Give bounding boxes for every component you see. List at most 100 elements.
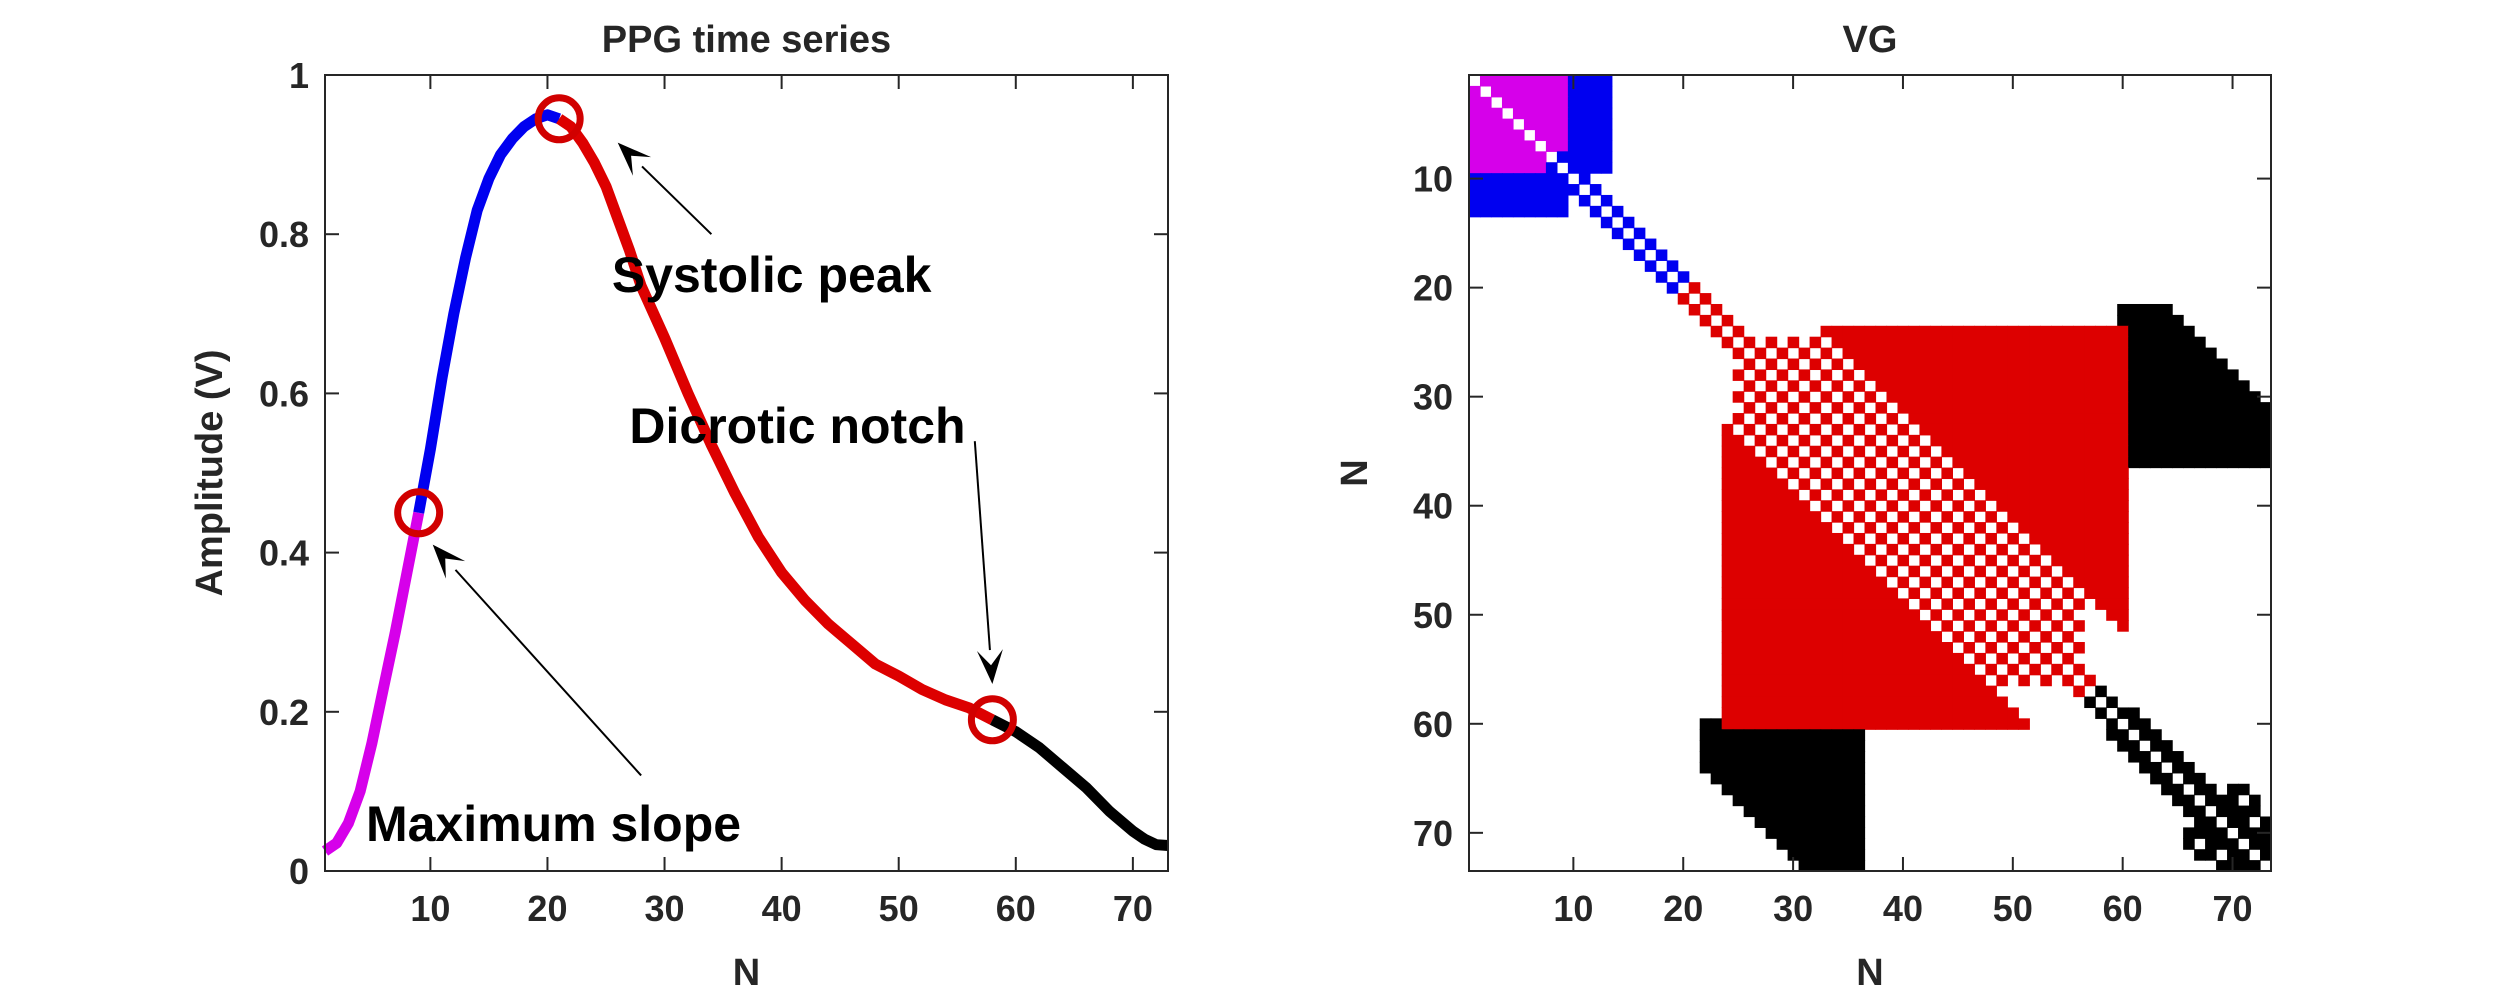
matrix-cell	[1996, 500, 2008, 512]
matrix-cell	[1501, 96, 1514, 109]
matrix-cell	[1897, 652, 1910, 665]
matrix-cell	[2051, 489, 2063, 501]
matrix-cell	[1798, 598, 1811, 610]
matrix-cell	[1853, 467, 1866, 480]
matrix-cell	[1765, 751, 1778, 763]
matrix-cell	[2183, 347, 2195, 360]
matrix-cell	[1589, 151, 1602, 163]
matrix-cell	[1765, 576, 1778, 589]
matrix-cell	[1864, 500, 1877, 512]
matrix-cell	[1787, 827, 1800, 839]
matrix-cell	[1864, 434, 1877, 447]
matrix-cell	[1941, 576, 1953, 589]
matrix-cell	[2194, 849, 2206, 861]
matrix-cell	[1963, 456, 1975, 469]
matrix-cell	[1820, 740, 1833, 752]
matrix-cell	[2095, 587, 2107, 599]
matrix-cell	[1853, 860, 1866, 872]
matrix-cell	[1831, 620, 1844, 632]
matrix-cell	[1963, 467, 1975, 480]
matrix-cell	[1853, 358, 1866, 371]
matrix-cell	[2051, 620, 2063, 632]
matrix-cell	[1776, 543, 1789, 556]
matrix-cell	[1831, 423, 1844, 436]
matrix-cell	[1787, 783, 1800, 796]
matrix-cell	[1974, 347, 1986, 360]
matrix-cell	[1831, 674, 1844, 687]
matrix-cell	[1930, 325, 1943, 338]
x-tick-label: 50	[1993, 888, 2033, 929]
matrix-cell	[1831, 576, 1844, 589]
matrix-cell	[2117, 522, 2129, 534]
matrix-cell	[1820, 838, 1833, 850]
matrix-cell	[2205, 783, 2217, 796]
matrix-cell	[1831, 598, 1844, 610]
matrix-cell	[1589, 184, 1602, 196]
matrix-cell	[2117, 456, 2129, 469]
matrix-cell	[1941, 696, 1953, 709]
matrix-cell	[1798, 620, 1811, 632]
matrix-cell	[1864, 478, 1877, 490]
matrix-cell	[1820, 783, 1833, 796]
matrix-cell	[1864, 358, 1877, 371]
matrix-cell	[1930, 674, 1943, 687]
matrix-cell	[2172, 391, 2184, 403]
matrix-cell	[2183, 336, 2195, 349]
matrix-cell	[1952, 336, 1964, 349]
matrix-cell	[1600, 194, 1613, 207]
matrix-cell	[1842, 434, 1855, 447]
matrix-cell	[1886, 543, 1899, 556]
matrix-cell	[1798, 565, 1811, 578]
matrix-cell	[1743, 772, 1756, 785]
matrix-cell	[2150, 413, 2162, 425]
matrix-cell	[1842, 543, 1855, 556]
matrix-cell	[1776, 772, 1789, 785]
matrix-cell	[1996, 347, 2008, 360]
matrix-cell	[1754, 456, 1767, 469]
matrix-cell	[2161, 740, 2173, 752]
matrix-cell	[1501, 85, 1514, 98]
matrix-cell	[2216, 434, 2228, 447]
matrix-cell	[2106, 532, 2118, 545]
annotation-label: Systolic peak	[612, 247, 932, 303]
matrix-cell	[2128, 314, 2140, 327]
matrix-cell	[1765, 478, 1778, 490]
matrix-cell	[1820, 685, 1833, 698]
matrix-cell	[1820, 565, 1833, 578]
matrix-cell	[1864, 620, 1877, 632]
matrix-cell	[1908, 718, 1921, 730]
matrix-cell	[1952, 696, 1964, 709]
matrix-cell	[1765, 707, 1778, 719]
matrix-cell	[1864, 336, 1877, 349]
matrix-cell	[1985, 718, 1997, 730]
matrix-cell	[1985, 642, 1997, 654]
matrix-cell	[1589, 85, 1602, 98]
matrix-cell	[1523, 162, 1536, 174]
matrix-cell	[1787, 423, 1800, 436]
matrix-cell	[2161, 380, 2173, 392]
matrix-cell	[1963, 369, 1975, 381]
matrix-cell	[1523, 173, 1536, 185]
matrix-cell	[2238, 816, 2250, 828]
matrix-cell	[1809, 663, 1822, 676]
y-tick-label: 0.2	[259, 692, 309, 733]
matrix-cell	[2227, 369, 2239, 381]
matrix-cell	[1919, 489, 1932, 501]
matrix-cell	[1743, 620, 1756, 632]
matrix-cell	[1974, 565, 1986, 578]
matrix-cell	[1567, 162, 1580, 174]
matrix-cell	[2018, 587, 2030, 599]
matrix-cell	[2018, 718, 2030, 730]
matrix-cell	[2051, 434, 2063, 447]
matrix-cell	[1469, 129, 1481, 142]
matrix-cell	[2205, 838, 2217, 850]
matrix-cell	[1787, 587, 1800, 599]
matrix-cell	[2106, 325, 2118, 338]
matrix-cell	[2073, 325, 2085, 338]
matrix-cell	[1787, 609, 1800, 621]
matrix-cell	[1776, 696, 1789, 709]
matrix-cell	[1820, 805, 1833, 818]
matrix-cell	[2106, 543, 2118, 556]
matrix-cell	[1732, 794, 1745, 807]
matrix-cell	[1875, 347, 1888, 360]
